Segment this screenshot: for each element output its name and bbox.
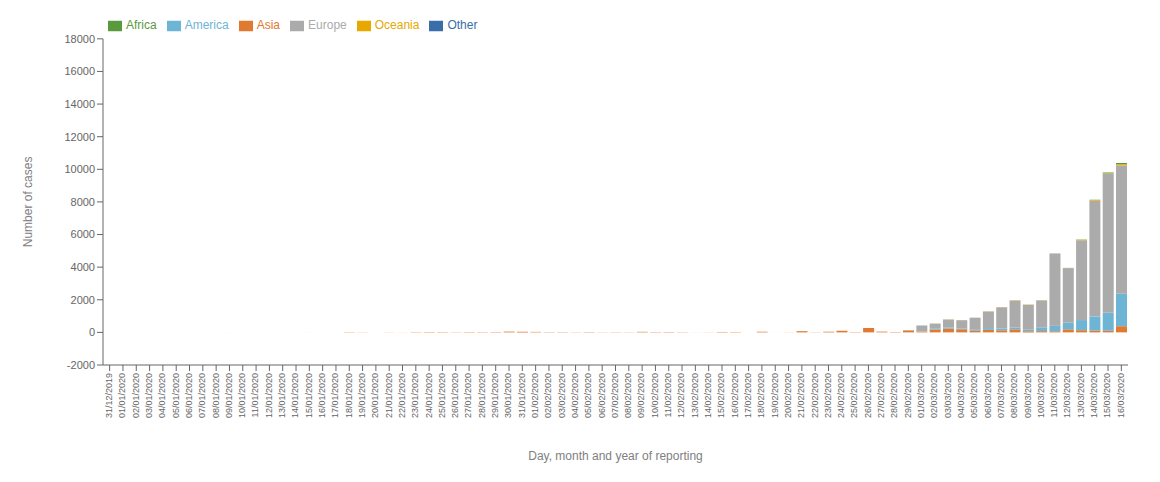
svg-text:06/02/2020: 06/02/2020 xyxy=(597,373,607,418)
svg-text:13/01/2020: 13/01/2020 xyxy=(277,373,287,418)
svg-text:10/02/2020: 10/02/2020 xyxy=(650,373,660,418)
svg-text:10/01/2020: 10/01/2020 xyxy=(237,373,247,418)
svg-text:29/02/2020: 29/02/2020 xyxy=(903,373,913,418)
html-text:Africa: Africa xyxy=(126,18,157,32)
svg-text:11/01/2020: 11/01/2020 xyxy=(250,373,260,417)
svg-text:20/01/2020: 20/01/2020 xyxy=(370,373,380,418)
svg-text:Number of cases: Number of cases xyxy=(21,157,35,248)
svg-text:27/02/2020: 27/02/2020 xyxy=(876,373,886,418)
svg-text:12000: 12000 xyxy=(64,131,95,143)
svg-text:21/01/2020: 21/01/2020 xyxy=(384,373,394,418)
svg-text:25/02/2020: 25/02/2020 xyxy=(850,373,860,418)
svg-text:05/02/2020: 05/02/2020 xyxy=(583,373,593,418)
svg-text:24/01/2020: 24/01/2020 xyxy=(424,373,434,418)
svg-text:16/03/2020: 16/03/2020 xyxy=(1116,373,1126,418)
svg-text:01/02/2020: 01/02/2020 xyxy=(530,373,540,418)
svg-text:13/02/2020: 13/02/2020 xyxy=(690,373,700,418)
svg-text:27/01/2020: 27/01/2020 xyxy=(463,373,473,418)
svg-text:12/02/2020: 12/02/2020 xyxy=(676,373,686,418)
svg-text:06/03/2020: 06/03/2020 xyxy=(983,373,993,418)
svg-text:21/02/2020: 21/02/2020 xyxy=(796,373,806,418)
svg-text:08/01/2020: 08/01/2020 xyxy=(211,373,221,418)
svg-text:18/02/2020: 18/02/2020 xyxy=(756,373,766,418)
svg-text:2000: 2000 xyxy=(71,294,95,306)
svg-text:12/01/2020: 12/01/2020 xyxy=(264,373,274,418)
svg-text:14000: 14000 xyxy=(64,98,95,110)
svg-text:02/02/2020: 02/02/2020 xyxy=(543,373,553,418)
svg-text:09/02/2020: 09/02/2020 xyxy=(637,373,647,418)
svg-text:24/02/2020: 24/02/2020 xyxy=(836,373,846,418)
svg-text:0: 0 xyxy=(89,326,95,338)
svg-text:15/02/2020: 15/02/2020 xyxy=(716,373,726,418)
svg-text:28/01/2020: 28/01/2020 xyxy=(477,373,487,418)
svg-text:07/01/2020: 07/01/2020 xyxy=(197,373,207,418)
svg-text:03/01/2020: 03/01/2020 xyxy=(144,373,154,418)
svg-text:23/01/2020: 23/01/2020 xyxy=(410,373,420,418)
svg-text:05/03/2020: 05/03/2020 xyxy=(969,373,979,418)
html-text:Europe: Europe xyxy=(308,18,347,32)
html-text:Oceania: Oceania xyxy=(374,18,420,32)
svg-text:29/01/2020: 29/01/2020 xyxy=(490,373,500,418)
svg-text:26/01/2020: 26/01/2020 xyxy=(450,373,460,418)
svg-text:31/01/2020: 31/01/2020 xyxy=(517,373,527,418)
svg-text:17/02/2020: 17/02/2020 xyxy=(743,373,753,418)
svg-text:-2000: -2000 xyxy=(67,359,95,371)
svg-text:22/01/2020: 22/01/2020 xyxy=(397,373,407,418)
svg-text:03/02/2020: 03/02/2020 xyxy=(557,373,567,418)
svg-text:Day, month and year of reporti: Day, month and year of reporting xyxy=(528,449,703,463)
svg-text:08/03/2020: 08/03/2020 xyxy=(1009,373,1019,418)
svg-text:12/03/2020: 12/03/2020 xyxy=(1062,373,1072,418)
svg-text:28/02/2020: 28/02/2020 xyxy=(889,373,899,418)
svg-text:05/01/2020: 05/01/2020 xyxy=(171,373,181,418)
html-text:Asia: Asia xyxy=(256,18,280,32)
svg-text:17/01/2020: 17/01/2020 xyxy=(330,373,340,418)
svg-text:14/02/2020: 14/02/2020 xyxy=(703,373,713,418)
svg-text:02/01/2020: 02/01/2020 xyxy=(131,373,141,418)
svg-text:16/02/2020: 16/02/2020 xyxy=(730,373,740,418)
svg-text:07/03/2020: 07/03/2020 xyxy=(996,373,1006,418)
svg-text:14/01/2020: 14/01/2020 xyxy=(290,373,300,418)
svg-text:19/01/2020: 19/01/2020 xyxy=(357,373,367,418)
svg-text:14/03/2020: 14/03/2020 xyxy=(1089,373,1099,418)
svg-text:16000: 16000 xyxy=(64,65,95,77)
svg-text:08/02/2020: 08/02/2020 xyxy=(623,373,633,418)
svg-text:10/03/2020: 10/03/2020 xyxy=(1036,373,1046,418)
svg-text:25/01/2020: 25/01/2020 xyxy=(437,373,447,418)
svg-text:01/03/2020: 01/03/2020 xyxy=(916,373,926,418)
svg-text:4000: 4000 xyxy=(71,261,95,273)
svg-text:02/03/2020: 02/03/2020 xyxy=(929,373,939,418)
svg-text:13/03/2020: 13/03/2020 xyxy=(1076,373,1086,418)
svg-text:15/03/2020: 15/03/2020 xyxy=(1102,373,1112,418)
svg-text:30/01/2020: 30/01/2020 xyxy=(503,373,513,418)
svg-text:31/12/2019: 31/12/2019 xyxy=(104,373,114,418)
svg-text:04/03/2020: 04/03/2020 xyxy=(956,373,966,418)
svg-text:6000: 6000 xyxy=(71,228,95,240)
svg-text:8000: 8000 xyxy=(71,196,95,208)
svg-text:01/01/2020: 01/01/2020 xyxy=(117,373,127,418)
svg-text:09/03/2020: 09/03/2020 xyxy=(1023,373,1033,418)
svg-text:20/02/2020: 20/02/2020 xyxy=(783,373,793,418)
svg-text:11/02/2020: 11/02/2020 xyxy=(663,373,673,417)
svg-text:23/02/2020: 23/02/2020 xyxy=(823,373,833,418)
svg-text:09/01/2020: 09/01/2020 xyxy=(224,373,234,418)
svg-text:04/02/2020: 04/02/2020 xyxy=(570,373,580,418)
svg-text:03/03/2020: 03/03/2020 xyxy=(943,373,953,418)
svg-text:22/02/2020: 22/02/2020 xyxy=(810,373,820,418)
svg-text:07/02/2020: 07/02/2020 xyxy=(610,373,620,418)
svg-text:04/01/2020: 04/01/2020 xyxy=(157,373,167,418)
svg-text:18/01/2020: 18/01/2020 xyxy=(344,373,354,418)
svg-text:16/01/2020: 16/01/2020 xyxy=(317,373,327,418)
svg-text:19/02/2020: 19/02/2020 xyxy=(770,373,780,418)
html-text:Other: Other xyxy=(447,18,478,32)
svg-text:26/02/2020: 26/02/2020 xyxy=(863,373,873,418)
svg-text:06/01/2020: 06/01/2020 xyxy=(184,373,194,418)
svg-text:10000: 10000 xyxy=(64,163,95,175)
svg-text:18000: 18000 xyxy=(64,33,95,45)
svg-text:15/01/2020: 15/01/2020 xyxy=(304,373,314,418)
html-text:America: America xyxy=(184,18,229,32)
svg-text:11/03/2020: 11/03/2020 xyxy=(1049,373,1059,417)
